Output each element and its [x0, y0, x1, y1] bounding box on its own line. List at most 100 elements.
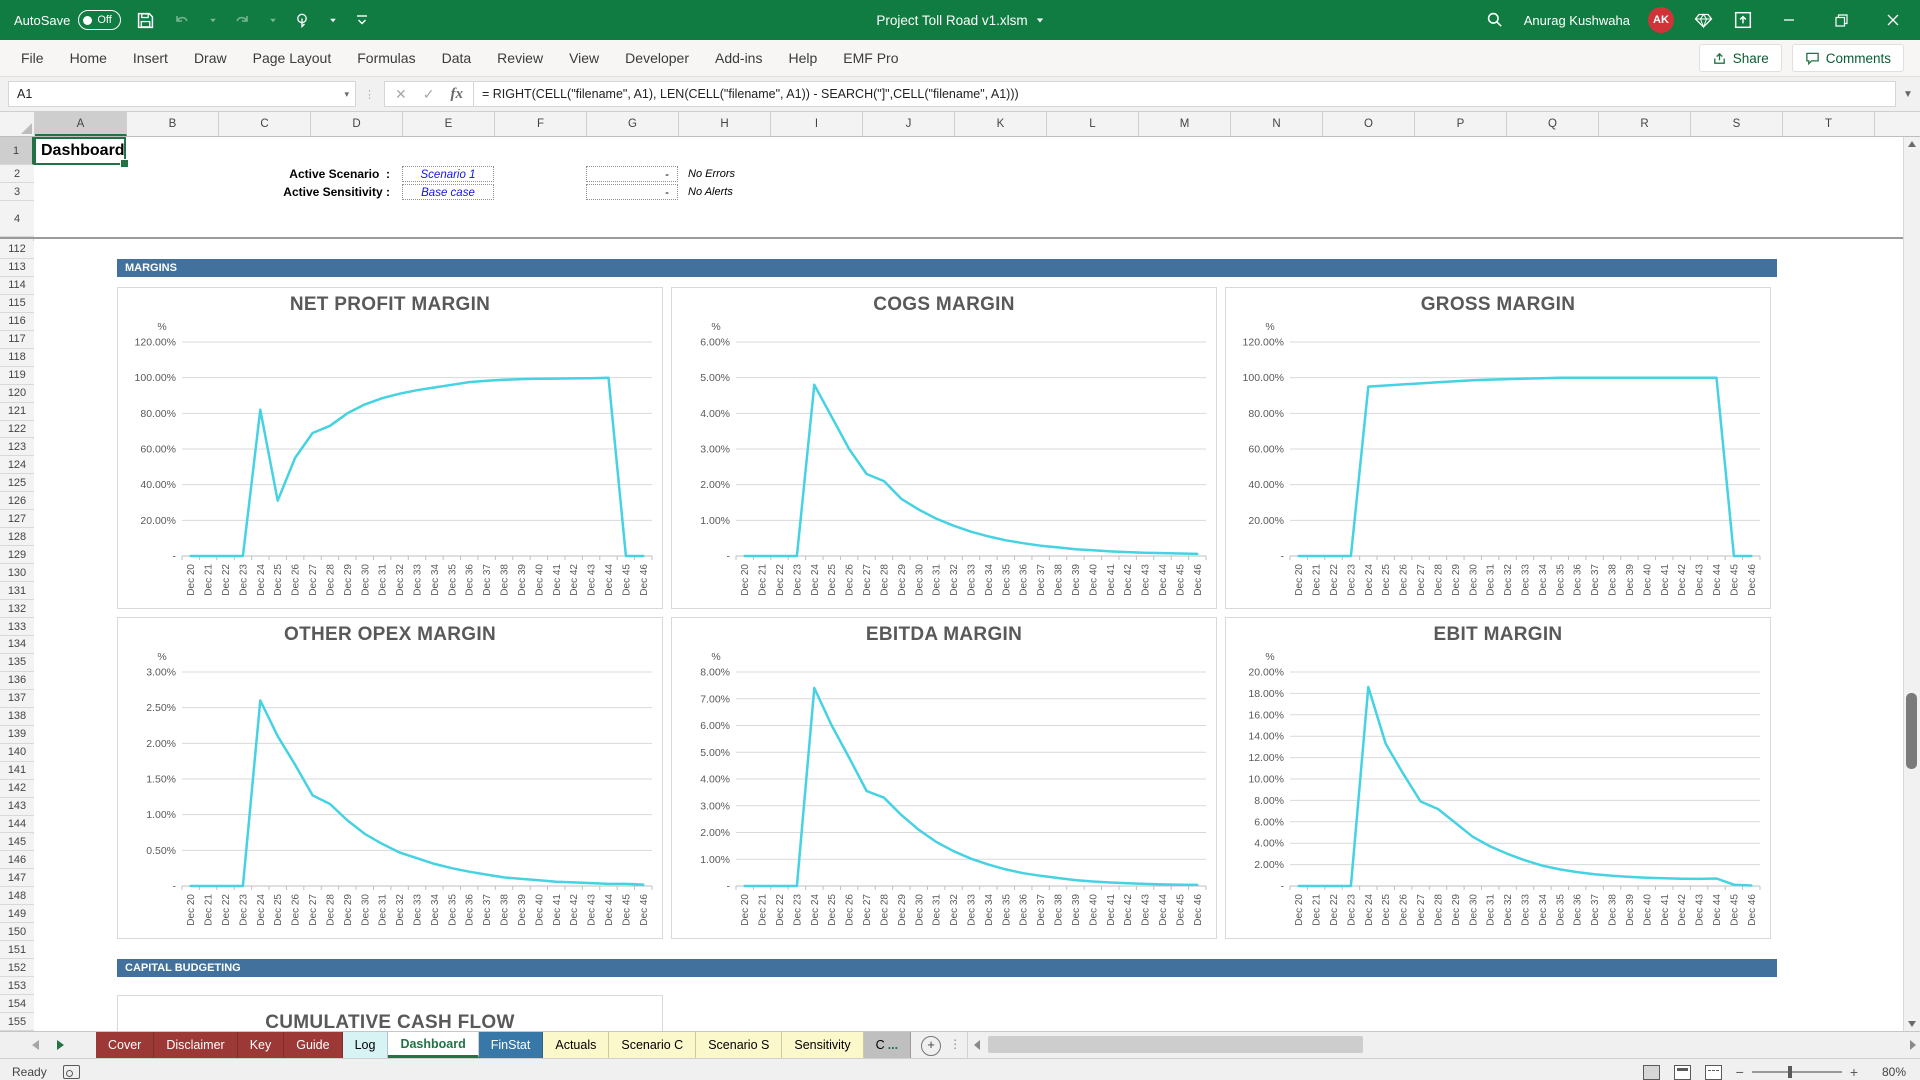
row-header-123[interactable]: 123 [0, 439, 34, 457]
row-header-147[interactable]: 147 [0, 869, 34, 887]
row-header-127[interactable]: 127 [0, 510, 34, 528]
row-header-149[interactable]: 149 [0, 905, 34, 923]
row-header-2[interactable]: 2 [0, 165, 34, 183]
confirm-entry-icon[interactable]: ✓ [423, 86, 435, 103]
column-header-c[interactable]: C [219, 112, 311, 136]
row-header-1[interactable]: 1 [0, 137, 34, 165]
ribbon-tab-draw[interactable]: Draw [181, 40, 240, 76]
column-header-d[interactable]: D [311, 112, 403, 136]
column-header-r[interactable]: R [1599, 112, 1691, 136]
close-button[interactable] [1876, 5, 1910, 35]
column-header-l[interactable]: L [1047, 112, 1139, 136]
ribbon-tab-review[interactable]: Review [484, 40, 556, 76]
column-header-j[interactable]: J [863, 112, 955, 136]
select-all-corner[interactable] [0, 112, 35, 136]
row-header-146[interactable]: 146 [0, 851, 34, 869]
scroll-up-icon[interactable] [1908, 141, 1916, 147]
column-header-q[interactable]: Q [1507, 112, 1599, 136]
scroll-right-icon[interactable] [1910, 1040, 1916, 1050]
column-header-b[interactable]: B [127, 112, 219, 136]
ribbon-tab-file[interactable]: File [8, 40, 57, 76]
quick-access-toolbar-icon[interactable] [351, 9, 373, 31]
column-header-n[interactable]: N [1231, 112, 1323, 136]
column-header-t[interactable]: T [1783, 112, 1875, 136]
sheet-tab-log[interactable]: Log [343, 1032, 389, 1058]
sheet-tab-finstat[interactable]: FinStat [479, 1032, 544, 1058]
chart-cogs-margin[interactable]: COGS MARGIN-1.00%2.00%3.00%4.00%5.00%6.0… [671, 287, 1217, 609]
row-header-118[interactable]: 118 [0, 349, 34, 367]
vertical-scrollbar[interactable] [1903, 137, 1920, 1031]
ribbon-tab-page-layout[interactable]: Page Layout [240, 40, 345, 76]
sheet-tab-scenario-s[interactable]: Scenario S [696, 1032, 782, 1058]
row-header-125[interactable]: 125 [0, 474, 34, 492]
tab-scroll-left-icon[interactable] [32, 1040, 39, 1050]
ribbon-tab-help[interactable]: Help [775, 40, 830, 76]
row-header-154[interactable]: 154 [0, 995, 34, 1013]
row-header-139[interactable]: 139 [0, 726, 34, 744]
active-sensitivity-value-cell[interactable]: Base case [402, 184, 494, 200]
column-header-a[interactable]: A [35, 112, 127, 136]
column-header-h[interactable]: H [679, 112, 771, 136]
comments-button[interactable]: Comments [1792, 44, 1904, 72]
cell-a1-selection[interactable] [34, 137, 126, 165]
diamond-icon[interactable] [1692, 9, 1714, 31]
document-title[interactable]: Project Toll Road v1.xlsm [876, 13, 1027, 28]
row-header-3[interactable]: 3 [0, 183, 34, 201]
row-header-155[interactable]: 155 [0, 1013, 34, 1031]
sheet-tab-actuals[interactable]: Actuals [543, 1032, 609, 1058]
avatar[interactable]: AK [1648, 7, 1674, 33]
sheet-tab-disclaimer[interactable]: Disclaimer [154, 1032, 237, 1058]
column-header-e[interactable]: E [403, 112, 495, 136]
formula-bar-expand-icon[interactable]: ▼ [1896, 89, 1920, 100]
chart-cumulative-cash-flow[interactable]: CUMULATIVE CASH FLOW INR CR [117, 995, 663, 1031]
autosave-toggle[interactable]: AutoSave Off [14, 10, 121, 30]
row-header-133[interactable]: 133 [0, 618, 34, 636]
ribbon-tab-formulas[interactable]: Formulas [344, 40, 428, 76]
row-header-137[interactable]: 137 [0, 690, 34, 708]
row-header-136[interactable]: 136 [0, 672, 34, 690]
name-box-dropdown-icon[interactable]: ▾ [344, 89, 349, 100]
column-header-k[interactable]: K [955, 112, 1047, 136]
active-scenario-value-cell[interactable]: Scenario 1 [402, 166, 494, 182]
column-header-p[interactable]: P [1415, 112, 1507, 136]
row-header-117[interactable]: 117 [0, 331, 34, 349]
horizontal-scrollbar-thumb[interactable] [988, 1036, 1363, 1053]
chart-ebit-margin[interactable]: EBIT MARGIN-2.00%4.00%6.00%8.00%10.00%12… [1225, 617, 1771, 939]
sheet-area[interactable]: 1234112113114115116117118119120121122123… [0, 137, 1920, 1031]
alerts-value-cell[interactable]: - [586, 184, 678, 200]
row-header-119[interactable]: 119 [0, 367, 34, 385]
row-header-131[interactable]: 131 [0, 582, 34, 600]
column-header-f[interactable]: F [495, 112, 587, 136]
row-header-152[interactable]: 152 [0, 959, 34, 977]
row-header-112[interactable]: 112 [0, 241, 34, 259]
ribbon-tab-developer[interactable]: Developer [612, 40, 702, 76]
errors-value-cell[interactable]: - [586, 166, 678, 182]
row-header-124[interactable]: 124 [0, 456, 34, 474]
chart-other-opex-margin[interactable]: OTHER OPEX MARGIN-0.50%1.00%1.50%2.00%2.… [117, 617, 663, 939]
row-header-138[interactable]: 138 [0, 708, 34, 726]
normal-view-icon[interactable] [1643, 1065, 1660, 1080]
user-name[interactable]: Anurag Kushwaha [1524, 13, 1630, 28]
scroll-down-icon[interactable] [1908, 1021, 1916, 1027]
sheet-tab-cover[interactable]: Cover [96, 1032, 154, 1058]
insert-function-icon[interactable]: fx [450, 86, 463, 103]
chart-net-profit-margin[interactable]: NET PROFIT MARGIN-20.00%40.00%60.00%80.0… [117, 287, 663, 609]
ribbon-tab-insert[interactable]: Insert [120, 40, 181, 76]
fill-handle[interactable] [120, 159, 129, 168]
vertical-scrollbar-thumb[interactable] [1906, 693, 1917, 769]
zoom-slider-thumb[interactable] [1788, 1066, 1792, 1078]
save-icon[interactable] [135, 9, 157, 31]
row-header-122[interactable]: 122 [0, 421, 34, 439]
name-box[interactable]: A1 ▾ [8, 81, 356, 107]
row-header-140[interactable]: 140 [0, 744, 34, 762]
row-header-153[interactable]: 153 [0, 977, 34, 995]
sheet-tab-key[interactable]: Key [238, 1032, 285, 1058]
zoom-in-icon[interactable]: + [1850, 1064, 1858, 1080]
ribbon-tab-add-ins[interactable]: Add-ins [702, 40, 775, 76]
row-header-121[interactable]: 121 [0, 403, 34, 421]
row-header-129[interactable]: 129 [0, 546, 34, 564]
title-dropdown-icon[interactable] [1036, 18, 1042, 22]
minimize-button[interactable] [1772, 5, 1806, 35]
column-header-m[interactable]: M [1139, 112, 1231, 136]
row-header-128[interactable]: 128 [0, 528, 34, 546]
